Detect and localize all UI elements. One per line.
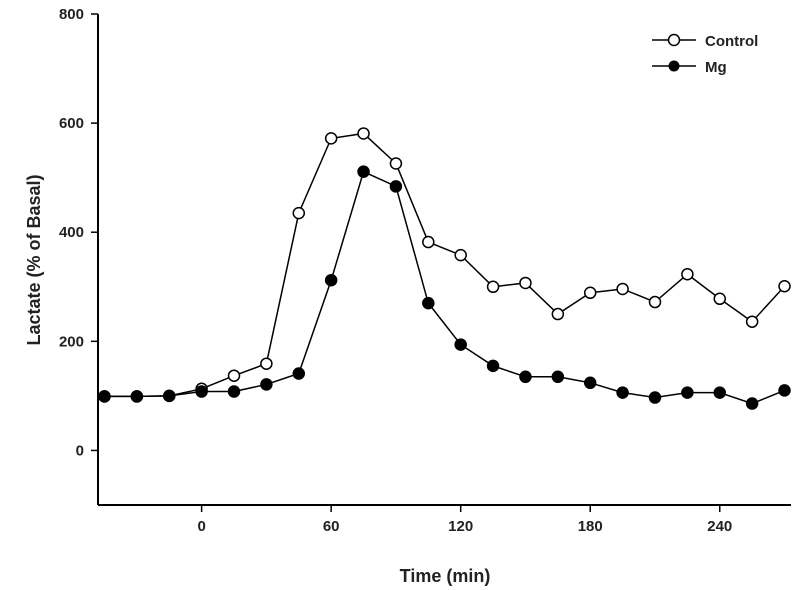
legend-marker-control <box>667 33 681 47</box>
legend-label-mg: Mg <box>705 59 727 76</box>
data-point <box>227 369 241 382</box>
x-tick-label: 120 <box>448 518 473 535</box>
data-point <box>195 385 208 398</box>
axes: 0 200 400 600 800 0 60 120 180 240 <box>59 6 791 535</box>
series-mg <box>98 165 791 410</box>
data-point <box>648 391 662 404</box>
data-point <box>130 390 144 403</box>
data-point <box>551 307 565 321</box>
data-point <box>292 367 306 380</box>
legend-marker-mg <box>668 60 680 72</box>
data-point <box>713 386 727 399</box>
y-tick-label: 800 <box>59 6 84 23</box>
x-tick-label: 0 <box>197 518 205 535</box>
data-point <box>713 292 727 306</box>
data-point <box>389 180 403 193</box>
legend-label-control: Control <box>705 33 758 50</box>
data-point <box>260 357 273 370</box>
data-point <box>519 370 532 384</box>
data-point <box>616 282 629 296</box>
data-point <box>486 359 500 373</box>
data-point <box>551 370 565 384</box>
data-point <box>745 315 759 328</box>
x-axis-label: Time (min) <box>400 566 491 586</box>
data-point <box>486 280 500 294</box>
data-point <box>583 376 597 390</box>
data-point <box>357 127 370 140</box>
y-tick-label: 0 <box>76 442 84 459</box>
data-point <box>454 248 467 262</box>
y-tick-label: 600 <box>59 115 84 132</box>
x-tick-label: 60 <box>323 518 340 535</box>
data-point <box>778 279 791 293</box>
data-point <box>227 385 241 398</box>
data-point <box>292 206 306 220</box>
y-tick-label: 400 <box>59 224 84 241</box>
data-point <box>583 286 597 300</box>
data-point <box>357 165 370 178</box>
legend: Control Mg <box>652 33 758 76</box>
data-point <box>616 386 629 399</box>
data-point <box>422 235 435 249</box>
data-point <box>422 296 435 310</box>
x-tick-label: 180 <box>578 518 603 535</box>
series-control <box>98 127 791 403</box>
data-point <box>681 267 694 281</box>
y-axis-label: Lactate (% of Basal) <box>24 174 44 345</box>
data-point <box>324 273 338 287</box>
data-point <box>745 397 759 410</box>
x-tick-label: 240 <box>707 518 732 535</box>
data-point <box>389 157 403 170</box>
data-point <box>454 338 467 351</box>
data-point <box>519 276 532 290</box>
data-point <box>648 295 662 309</box>
y-tick-label: 200 <box>59 333 84 350</box>
data-point <box>324 132 338 145</box>
series-line <box>104 170 785 405</box>
data-point <box>681 386 694 399</box>
series-line <box>104 132 786 398</box>
series-group <box>98 127 791 410</box>
data-point <box>260 378 273 391</box>
data-point <box>162 389 176 403</box>
data-point <box>98 390 111 403</box>
data-point <box>778 384 791 397</box>
